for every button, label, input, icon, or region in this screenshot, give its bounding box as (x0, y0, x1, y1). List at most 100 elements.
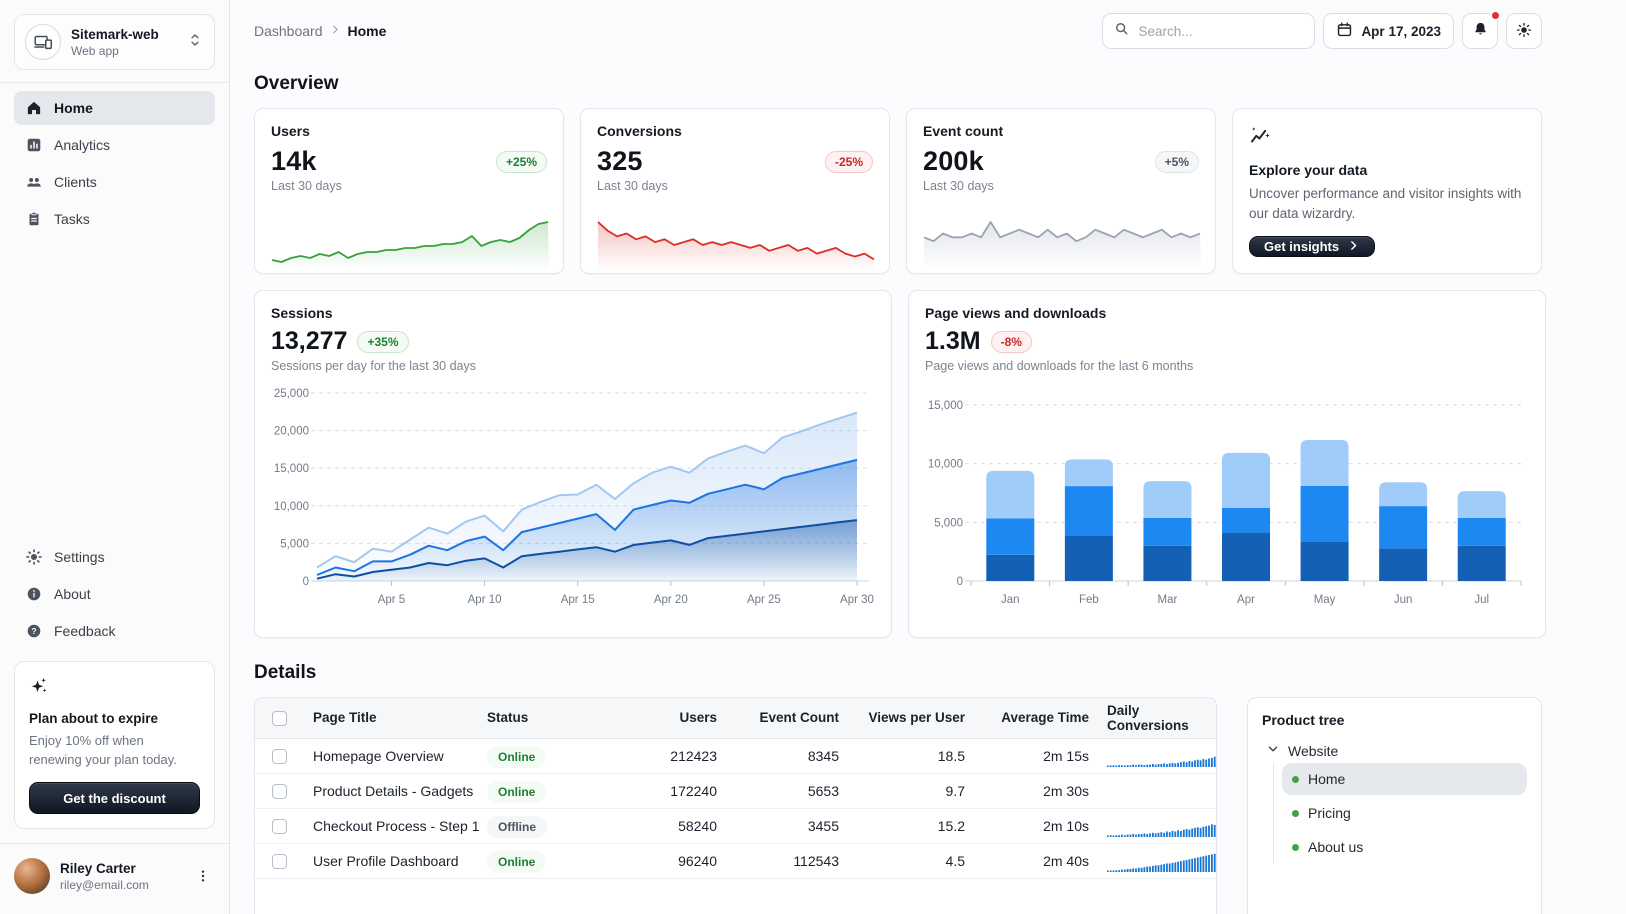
svg-text:?: ? (31, 626, 36, 636)
cell-users: 212423 (607, 738, 735, 774)
user-menu-button[interactable] (191, 864, 215, 888)
gear-icon (24, 548, 44, 566)
svg-text:Apr: Apr (1237, 594, 1255, 606)
stat-card-users[interactable]: Users 14k +25% Last 30 days (254, 108, 564, 274)
svg-text:Jul: Jul (1474, 594, 1489, 606)
col-views-per-user[interactable]: Views per User (857, 698, 983, 739)
svg-text:0: 0 (303, 576, 309, 588)
sidebar-item-settings[interactable]: Settings (14, 540, 215, 574)
col-daily-conversions[interactable]: Daily Conversions (1107, 698, 1216, 739)
sun-icon (1515, 21, 1533, 42)
explore-title: Explore your data (1249, 162, 1368, 178)
daily-conversions-sparkline (1107, 756, 1216, 767)
sidebar-secondary-nav: Settings About ? Feedback (0, 532, 229, 651)
product-tree-card: Product tree Website Home Pricing About us (1247, 697, 1542, 914)
workspace-selector[interactable]: Sitemark-web Web app (14, 14, 215, 70)
col-average-time[interactable]: Average Time (983, 698, 1107, 739)
sidebar-item-about[interactable]: About (14, 577, 215, 611)
col-users[interactable]: Users (607, 698, 735, 739)
col-event-count[interactable]: Event Count (735, 698, 857, 739)
cell-views-per-user: 18.5 (857, 738, 983, 774)
overview-title: Overview (254, 73, 339, 94)
svg-text:25,000: 25,000 (274, 388, 309, 400)
stat-title: Users (271, 123, 310, 139)
sidebar-item-label: Feedback (54, 623, 116, 640)
row-checkbox[interactable] (271, 853, 287, 869)
svg-text:5,000: 5,000 (934, 517, 963, 529)
col-status[interactable]: Status (487, 698, 607, 739)
row-checkbox[interactable] (271, 818, 287, 834)
notifications-button[interactable] (1462, 11, 1500, 49)
sidebar-item-tasks[interactable]: Tasks (14, 202, 215, 236)
get-discount-button[interactable]: Get the discount (29, 782, 200, 814)
tree-item-about-us[interactable]: About us (1282, 831, 1527, 863)
pageviews-bar-chart[interactable]: 0 5,000 10,000 15,000 Jan Feb Mar Apr May Jun Jul (925, 381, 1529, 613)
col-page-title[interactable]: Page Title (303, 698, 487, 739)
product-tree-title: Product tree (1262, 712, 1345, 728)
select-all-checkbox[interactable] (271, 710, 287, 726)
sessions-value: 13,277 (271, 327, 348, 355)
sidebar-item-clients[interactable]: Clients (14, 165, 215, 199)
pageviews-caption: Page views and downloads for the last 6 … (925, 359, 1194, 373)
cell-page-title: Homepage Overview (303, 738, 487, 774)
sidebar-item-home[interactable]: Home (14, 91, 215, 125)
breadcrumb-home: Home (347, 23, 387, 39)
table-row[interactable]: User Profile Dashboard Online 96240 112543 4… (255, 843, 1216, 879)
date-picker-button[interactable]: Apr 17, 2023 (1323, 13, 1454, 49)
breadcrumb-dashboard[interactable]: Dashboard (254, 23, 323, 39)
chevron-right-icon (329, 23, 342, 39)
green-dot-icon (1292, 843, 1299, 851)
svg-text:Apr 20: Apr 20 (654, 594, 688, 606)
svg-text:10,000: 10,000 (274, 501, 309, 513)
sessions-caption: Sessions per day for the last 30 days (271, 359, 476, 373)
tree-node-website[interactable]: Website (1262, 742, 1527, 759)
sidebar-item-label: Tasks (54, 211, 90, 227)
topbar: Dashboard Home (254, 11, 1542, 49)
svg-text:20,000: 20,000 (274, 426, 309, 438)
svg-text:Mar: Mar (1158, 594, 1178, 606)
row-checkbox[interactable] (271, 783, 287, 799)
cell-average-time: 2m 40s (983, 843, 1107, 879)
info-icon (24, 585, 44, 603)
sidebar-item-label: Analytics (54, 137, 111, 153)
theme-toggle-button[interactable] (1506, 13, 1542, 49)
home-icon (24, 99, 44, 117)
stat-card-conversions[interactable]: Conversions 325 -25% Last 30 days (580, 108, 890, 274)
table-row[interactable]: Homepage Overview Online 212423 8345 18.5 2m … (255, 738, 1216, 774)
sessions-title: Sessions (271, 305, 333, 321)
tree-item-home[interactable]: Home (1282, 763, 1527, 795)
details-table: Page Title Status Users Event Count View… (255, 698, 1216, 879)
tree-item-pricing[interactable]: Pricing (1282, 797, 1527, 829)
sessions-badge: +35% (357, 330, 409, 353)
svg-text:Jun: Jun (1394, 594, 1413, 606)
sidebar-item-analytics[interactable]: Analytics (14, 128, 215, 162)
cell-average-time: 2m 30s (983, 773, 1107, 809)
notification-badge (1491, 11, 1500, 20)
sparkle-icon (29, 678, 49, 700)
pageviews-value: 1.3M (925, 327, 981, 355)
row-checkbox[interactable] (271, 748, 287, 764)
avatar (14, 858, 50, 894)
help-icon: ? (24, 622, 44, 640)
sessions-area-chart[interactable]: 0 5,000 10,000 15,000 20,000 25,000 Apr 5 Apr 1… (271, 381, 875, 613)
table-row[interactable]: Checkout Process - Step 1 Offline 58240 345… (255, 808, 1216, 844)
stat-card-event-count[interactable]: Event count 200k +5% Last 30 days (906, 108, 1216, 274)
sidebar-divider (0, 843, 229, 844)
get-insights-label: Get insights (1264, 239, 1340, 255)
stat-value: 325 (597, 146, 643, 176)
cell-page-title: Product Details - Gadgets (303, 773, 487, 809)
search-input[interactable] (1138, 23, 1316, 39)
table-row[interactable]: Product Details - Gadgets Online 172240 565… (255, 773, 1216, 809)
sidebar-item-feedback[interactable]: ? Feedback (14, 614, 215, 648)
stat-badge: -25% (824, 150, 873, 173)
pageviews-badge: -8% (990, 330, 1032, 353)
svg-text:0: 0 (957, 576, 963, 588)
sessions-chart-card: Sessions 13,277 +35% Sessions per day fo… (254, 290, 892, 638)
cell-views-per-user: 9.7 (857, 773, 983, 809)
user-info: Riley Carter riley@email.com (60, 861, 149, 892)
get-insights-button[interactable]: Get insights (1249, 236, 1376, 257)
svg-text:Apr 10: Apr 10 (468, 594, 502, 606)
date-label: Apr 17, 2023 (1361, 23, 1441, 39)
svg-text:Jan: Jan (1001, 594, 1020, 606)
workspace-name: Sitemark-web (71, 26, 159, 42)
